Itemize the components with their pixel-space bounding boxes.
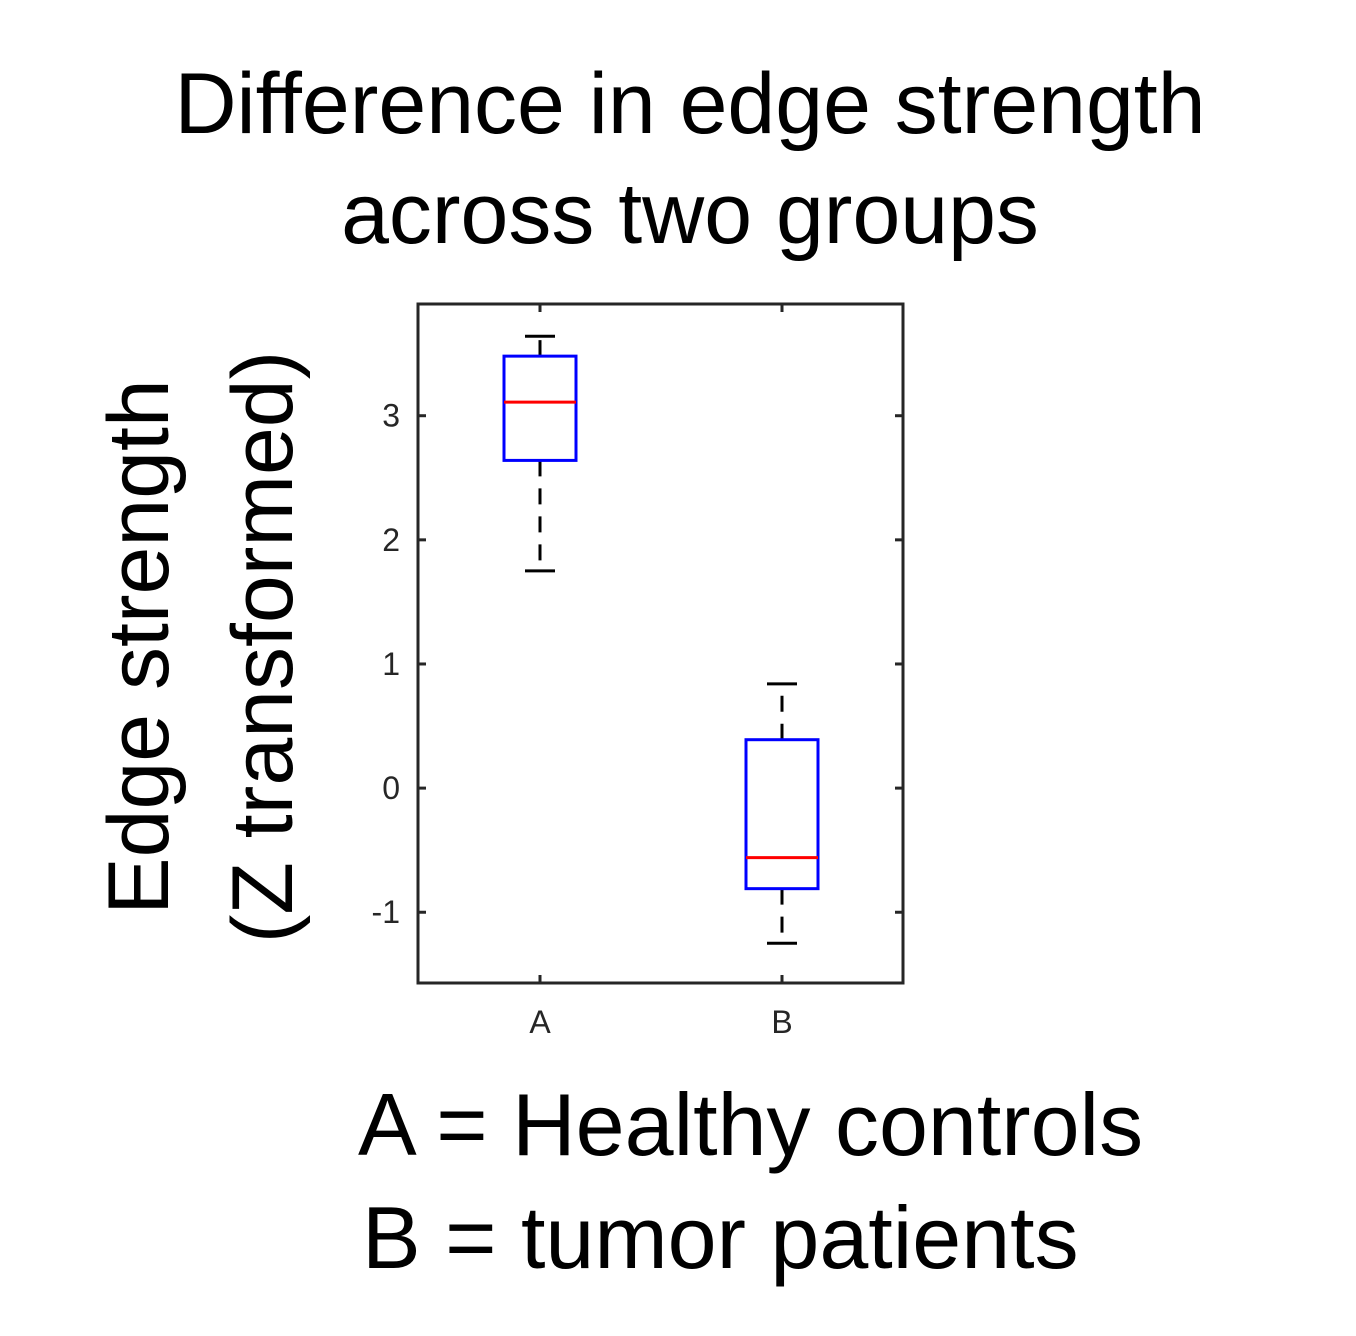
box-A [502, 354, 578, 462]
axes-frame [416, 302, 905, 985]
y-tick-label: 1 [382, 646, 400, 682]
y-tick-label: 0 [382, 770, 400, 806]
annotation-a: A = Healthy controls [358, 1075, 1143, 1174]
annotation-b: B = tumor patients [362, 1188, 1079, 1287]
chart-title-line-2: across two groups [341, 166, 1039, 262]
y-tick-label: 2 [382, 522, 400, 558]
plot-area: -1 0 1 2 3 A B [372, 302, 905, 1040]
y-axis-label-line-1: Edge strength [91, 379, 187, 914]
y-axis-label-line-2: (Z transformed) [215, 351, 311, 944]
chart-title-line-1: Difference in edge strength [174, 56, 1205, 152]
y-tick-label: -1 [372, 894, 400, 930]
x-tick-label: B [771, 1004, 792, 1040]
y-tick-label: 3 [382, 398, 400, 434]
box-B [744, 738, 820, 891]
x-tick-label: A [529, 1004, 551, 1040]
